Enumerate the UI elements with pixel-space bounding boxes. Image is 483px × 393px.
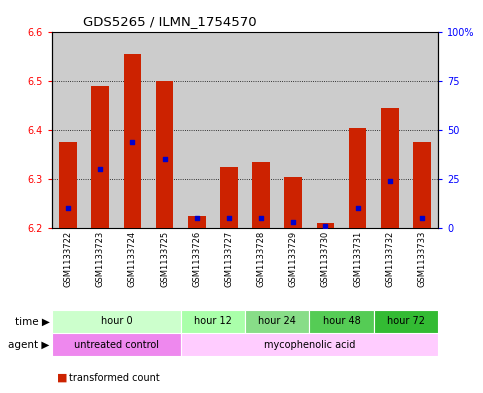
Bar [213, 32, 245, 228]
Bar [316, 223, 334, 228]
Text: GDS5265 / ILMN_1754570: GDS5265 / ILMN_1754570 [83, 15, 256, 28]
Point [386, 178, 394, 184]
Bar [52, 333, 181, 356]
Bar [381, 108, 398, 228]
Bar [374, 32, 406, 228]
Bar [277, 32, 309, 228]
Text: hour 72: hour 72 [387, 316, 425, 327]
Bar [245, 32, 277, 228]
Text: ■: ■ [57, 373, 67, 383]
Bar [181, 310, 245, 333]
Bar [245, 310, 309, 333]
Point [64, 205, 72, 211]
Point [354, 205, 361, 211]
Bar [252, 162, 270, 228]
Text: transformed count: transformed count [69, 373, 160, 383]
Text: time ▶: time ▶ [14, 316, 50, 327]
Point [161, 156, 169, 163]
Bar [309, 310, 374, 333]
Text: hour 0: hour 0 [100, 316, 132, 327]
Bar [374, 310, 438, 333]
Bar [116, 32, 148, 228]
Bar [406, 32, 438, 228]
Bar [181, 32, 213, 228]
Bar [181, 333, 438, 356]
Bar [124, 54, 141, 228]
Bar [52, 310, 181, 333]
Point [289, 219, 297, 225]
Point [257, 215, 265, 221]
Bar [413, 142, 431, 228]
Bar [341, 32, 374, 228]
Point [418, 215, 426, 221]
Point [322, 223, 329, 229]
Bar [220, 167, 238, 228]
Text: agent ▶: agent ▶ [8, 340, 50, 349]
Bar [284, 176, 302, 228]
Text: mycophenolic acid: mycophenolic acid [264, 340, 355, 349]
Point [128, 139, 136, 145]
Bar [349, 128, 367, 228]
Bar [156, 81, 173, 228]
Text: untreated control: untreated control [74, 340, 159, 349]
Bar [84, 32, 116, 228]
Text: hour 48: hour 48 [323, 316, 360, 327]
Point [97, 166, 104, 173]
Bar [91, 86, 109, 228]
Point [193, 215, 200, 221]
Point [225, 215, 233, 221]
Bar [59, 142, 77, 228]
Bar [52, 32, 84, 228]
Bar [148, 32, 181, 228]
Text: hour 24: hour 24 [258, 316, 296, 327]
Text: hour 12: hour 12 [194, 316, 232, 327]
Bar [188, 216, 206, 228]
Bar [309, 32, 341, 228]
